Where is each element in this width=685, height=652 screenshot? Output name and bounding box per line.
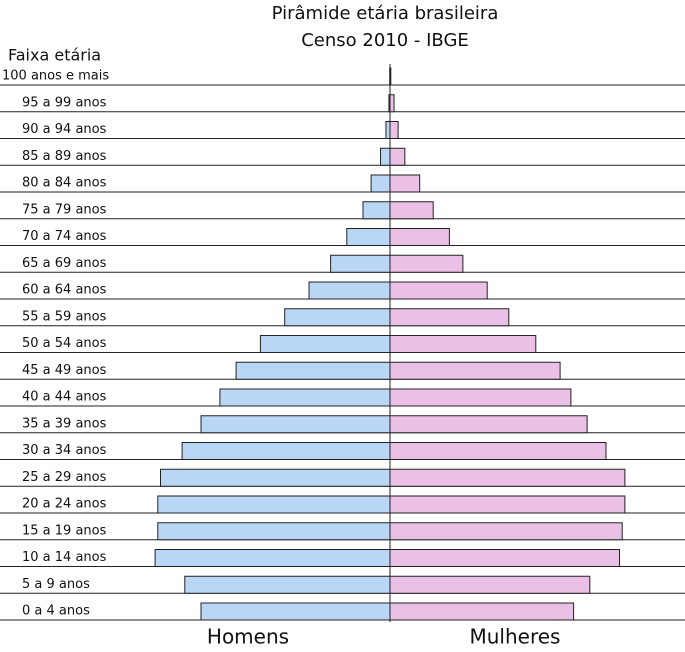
bar	[389, 388, 572, 407]
bar	[389, 254, 464, 273]
bar	[389, 308, 510, 327]
y-tick-label: 85 a 89 anos	[22, 149, 107, 164]
y-tick-label: 90 a 94 anos	[22, 122, 107, 137]
bar	[389, 147, 406, 166]
bar	[385, 121, 391, 139]
y-tick-label: 40 a 44 anos	[22, 390, 107, 405]
bar	[284, 308, 391, 327]
bar	[389, 228, 450, 246]
bar	[200, 602, 391, 621]
y-tick-label: 95 a 99 anos	[22, 95, 107, 110]
bar	[219, 388, 391, 407]
legend-label: Homens	[207, 625, 289, 649]
bar	[308, 281, 391, 300]
bar	[380, 147, 391, 166]
bar	[389, 575, 591, 594]
bar	[389, 495, 626, 514]
y-tick-label: 70 a 74 anos	[22, 229, 107, 244]
y-tick-label: 15 a 19 anos	[22, 523, 107, 538]
bar	[389, 94, 395, 113]
y-tick-label: 45 a 49 anos	[22, 363, 107, 378]
bar	[389, 201, 434, 220]
y-tick-label: 80 a 84 anos	[22, 176, 107, 191]
bar	[389, 174, 421, 193]
bar	[157, 495, 391, 514]
bar	[200, 415, 391, 434]
bar	[389, 468, 626, 487]
y-tick-label: 60 a 64 anos	[22, 283, 107, 298]
bar	[389, 335, 537, 353]
bar	[370, 174, 391, 193]
bar	[389, 121, 399, 139]
y-tick-label: 25 a 29 anos	[22, 470, 107, 485]
y-tick-label: 10 a 14 anos	[22, 550, 107, 565]
y-tick-label: 30 a 34 anos	[22, 443, 107, 458]
y-tick-label: 50 a 54 anos	[22, 336, 107, 351]
bar	[330, 254, 391, 273]
chart-title: Pirâmide etária brasileira	[272, 3, 499, 24]
y-tick-label: 55 a 59 anos	[22, 309, 107, 324]
y-tick-label: 65 a 69 anos	[22, 256, 107, 271]
bar	[389, 522, 623, 541]
bar	[389, 361, 561, 380]
bar	[154, 549, 391, 567]
bar	[389, 602, 575, 621]
bar	[184, 575, 391, 594]
bar	[235, 361, 391, 380]
bar	[259, 335, 391, 353]
bar	[362, 201, 391, 220]
y-tick-label: 75 a 79 anos	[22, 202, 107, 217]
legend-label: Mulheres	[470, 625, 561, 649]
y-tick-label: 20 a 24 anos	[22, 497, 107, 512]
y-axis-label: Faixa etária	[8, 46, 101, 65]
y-tick-label: 35 a 39 anos	[22, 416, 107, 431]
bar	[160, 468, 391, 487]
bar	[389, 442, 607, 460]
y-tick-label: 100 anos e mais	[2, 69, 109, 84]
y-tick-label: 5 a 9 anos	[22, 577, 90, 592]
chart-subtitle: Censo 2010 - IBGE	[301, 30, 469, 51]
bar	[389, 549, 620, 567]
bar	[181, 442, 391, 460]
bar	[157, 522, 391, 541]
y-tick-label: 0 a 4 anos	[22, 604, 90, 619]
bar	[389, 415, 588, 434]
bar	[346, 228, 391, 246]
bar	[389, 281, 488, 300]
